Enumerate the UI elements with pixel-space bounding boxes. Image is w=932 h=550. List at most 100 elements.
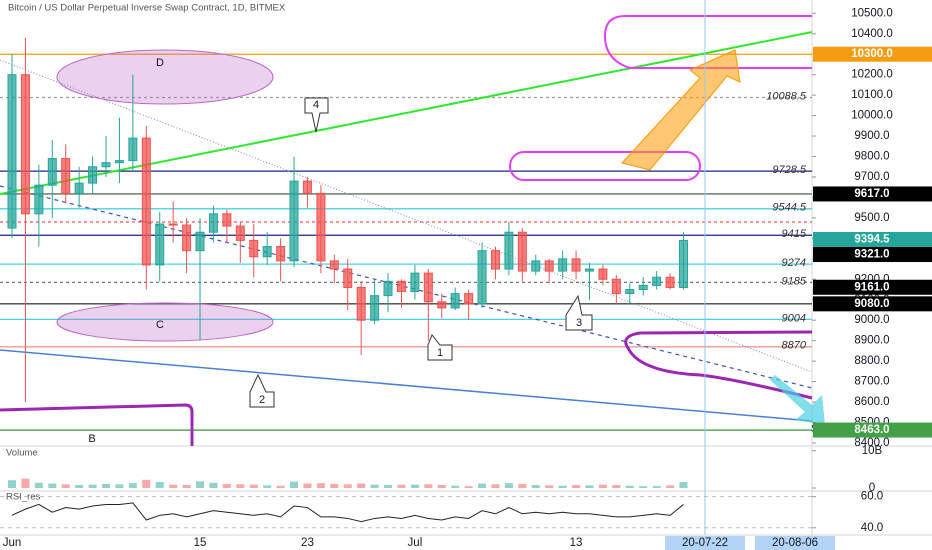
candle-body bbox=[101, 162, 111, 168]
volume-bar bbox=[115, 484, 124, 488]
crosshair-date: 20-07-22 bbox=[682, 537, 728, 549]
y-tick-label: 8800.0 bbox=[854, 355, 889, 367]
price-tag-label: 9161.0 bbox=[854, 281, 889, 293]
volume-bar bbox=[545, 485, 554, 488]
arrow bbox=[770, 375, 825, 425]
candle-body bbox=[625, 289, 635, 295]
candle-body bbox=[464, 293, 474, 305]
volume-bar bbox=[102, 483, 111, 488]
arrow bbox=[621, 49, 741, 171]
volume-bar bbox=[209, 482, 218, 488]
price-tag-label: 10300.0 bbox=[851, 48, 893, 60]
candle-body bbox=[450, 293, 460, 309]
y-tick-label: 8400.0 bbox=[854, 437, 889, 449]
candle-body bbox=[611, 278, 621, 295]
volume-bar bbox=[196, 481, 205, 488]
candle-body bbox=[235, 225, 245, 241]
candle-body bbox=[665, 276, 675, 288]
volume-bar bbox=[330, 483, 339, 488]
candle-body bbox=[114, 160, 124, 164]
callout-label: 4 bbox=[313, 99, 319, 111]
callouts: 1 2 3 4 bbox=[249, 97, 593, 408]
y-tick-label: 10000.0 bbox=[851, 110, 893, 122]
y-tick-label: 60.0 bbox=[861, 491, 883, 503]
level-label: 10088.5 bbox=[766, 90, 807, 102]
pane-label: RSI_res bbox=[6, 492, 41, 503]
candle-body bbox=[423, 272, 433, 303]
ellipse bbox=[56, 302, 274, 342]
callout-label: 3 bbox=[576, 317, 582, 329]
candle-body bbox=[289, 180, 299, 262]
price-tag bbox=[813, 422, 932, 438]
candle-body bbox=[302, 180, 312, 194]
price-tag-label: 9080.0 bbox=[854, 298, 889, 310]
candle-body bbox=[517, 231, 527, 272]
volume-bar bbox=[612, 485, 621, 488]
volume-bar bbox=[128, 483, 137, 488]
price-tag-label: 9617.0 bbox=[854, 188, 889, 200]
candle-body bbox=[249, 239, 259, 258]
date-badge bbox=[755, 536, 835, 550]
candle-body bbox=[370, 295, 380, 321]
y-tick-label: 8700.0 bbox=[854, 376, 889, 388]
level-label: 9728.5 bbox=[772, 164, 807, 176]
pane-label: Volume bbox=[6, 448, 38, 459]
y-tick-label: 9500.0 bbox=[854, 212, 889, 224]
volume-bar bbox=[478, 483, 487, 488]
level-label: 9544.5 bbox=[772, 202, 807, 214]
volume-bar bbox=[249, 484, 258, 488]
callout bbox=[249, 373, 275, 408]
volume-bar bbox=[222, 483, 231, 488]
candle-body bbox=[47, 158, 57, 186]
ellipse bbox=[56, 49, 274, 105]
y-tick-label: 0 bbox=[869, 482, 875, 494]
volume-bar bbox=[410, 484, 419, 488]
volume-bar bbox=[75, 485, 84, 488]
volume-bar bbox=[303, 483, 312, 488]
volume-bar bbox=[491, 484, 500, 488]
price-tag bbox=[813, 279, 932, 295]
volume-bar bbox=[504, 483, 513, 488]
candle-body bbox=[437, 301, 447, 309]
volume-bar bbox=[155, 482, 164, 488]
candle-body bbox=[490, 250, 500, 270]
candle-body bbox=[195, 231, 205, 252]
price-tag bbox=[813, 231, 932, 247]
date-badge bbox=[665, 536, 745, 550]
volume-bar bbox=[585, 485, 594, 488]
x-tick-label: 23 bbox=[301, 537, 314, 549]
volume-bar bbox=[182, 485, 191, 488]
candle-body bbox=[61, 158, 71, 194]
trend-line bbox=[0, 31, 813, 195]
volume-bar bbox=[666, 485, 675, 488]
volume-bar bbox=[169, 484, 178, 488]
volume-bar bbox=[142, 479, 151, 488]
trend-line bbox=[0, 185, 813, 389]
candle-body bbox=[571, 258, 581, 272]
candle-body bbox=[155, 223, 165, 266]
candle-body bbox=[356, 286, 366, 321]
candle-body bbox=[504, 231, 514, 270]
volume-bar bbox=[34, 482, 43, 488]
box bbox=[0, 403, 194, 446]
price-tag bbox=[813, 186, 932, 202]
candle-body bbox=[168, 223, 178, 226]
callout bbox=[427, 334, 453, 361]
y-tick-label: 9000.0 bbox=[854, 314, 889, 326]
volume-bar bbox=[625, 485, 634, 488]
volume-bar bbox=[357, 483, 366, 488]
y-tick-label: 10200.0 bbox=[851, 69, 893, 81]
y-tick-label: 10500.0 bbox=[851, 7, 893, 19]
candle-body bbox=[638, 284, 648, 291]
chart-title: Bitcoin / US Dollar Perpetual Inverse Sw… bbox=[8, 3, 286, 14]
y-tick-label: 40.0 bbox=[861, 522, 883, 534]
drawings bbox=[0, 0, 825, 535]
volume-bar bbox=[316, 483, 325, 488]
candle-body bbox=[477, 250, 487, 305]
volume-bar bbox=[451, 485, 460, 488]
callout-label: 2 bbox=[259, 394, 265, 406]
volume-bar bbox=[276, 485, 285, 488]
price-tag bbox=[813, 46, 932, 62]
